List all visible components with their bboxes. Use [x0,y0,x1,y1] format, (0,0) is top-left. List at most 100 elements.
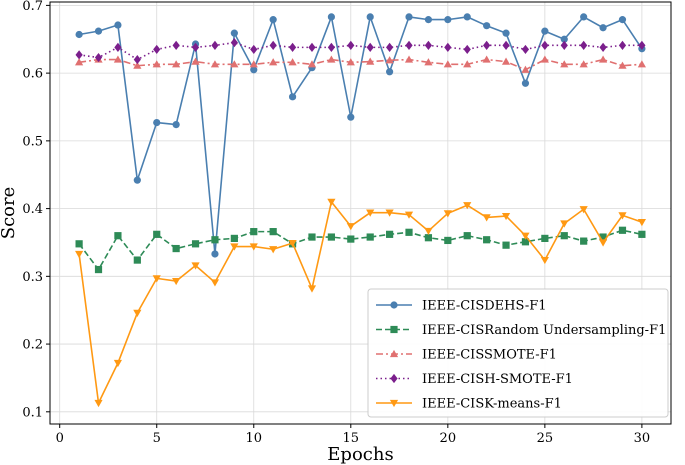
data-point [540,256,549,265]
data-point [405,40,413,50]
series-line [78,16,643,255]
data-point [444,42,452,52]
data-point [366,233,374,241]
data-point [580,237,588,245]
legend-label: IEEE-CISRandom Undersampling-F1 [422,323,666,338]
data-point [386,42,394,52]
x-tick-label: 10 [245,431,262,446]
data-point [366,42,374,52]
x-tick-label: 5 [153,431,161,446]
data-point [404,211,414,219]
x-tick-label: 15 [343,431,360,446]
data-point [172,60,181,68]
data-point [75,58,84,66]
data-point [172,40,180,50]
x-tick-label: 20 [440,431,457,446]
data-point [152,275,161,283]
data-point [618,61,627,69]
data-point [501,57,511,65]
data-point [211,40,219,50]
data-point [133,256,141,264]
data-point [638,230,646,238]
y-tick-label: 0.1 [22,405,43,420]
data-point [579,206,588,214]
data-point [579,60,588,68]
data-point [133,54,141,65]
legend-label: IEEE-CISH-SMOTE-F1 [422,372,573,387]
y-tick-label: 0.5 [22,134,43,149]
data-point [230,60,239,68]
data-point [288,240,297,248]
data-point [618,212,627,220]
data-point [599,233,607,241]
data-point [444,16,452,24]
data-point [133,309,142,318]
data-point [191,262,200,270]
data-point [599,42,607,52]
legend-label: IEEE-CISSMOTE-F1 [422,348,557,363]
y-tick-label: 0.3 [22,270,43,285]
series-group [75,226,646,274]
data-point [230,243,239,251]
data-point [502,40,510,50]
data-point [618,40,627,50]
data-point [424,40,433,50]
data-point [249,243,258,251]
data-point [288,93,297,101]
data-point [327,233,335,241]
data-point [541,27,549,35]
data-point [463,202,472,210]
data-point [541,234,549,243]
data-point [560,40,568,50]
data-point [153,118,161,127]
data-point [598,55,608,63]
data-point [637,219,646,227]
axis-ticks: 0 5 10 15 20 25 30 0.1 0.2 0.3 0.4 0.5 0.6 0.7 [22,0,650,446]
data-point [540,55,549,63]
data-point [560,232,568,240]
data-point [153,230,161,238]
data-point [210,279,220,287]
data-point [463,44,471,55]
data-point [463,232,471,240]
data-point [404,55,414,63]
data-point [618,226,627,234]
data-point [250,228,258,236]
series-line [78,41,642,61]
data-point [307,60,317,68]
data-point [366,57,375,65]
data-point [521,232,530,240]
data-point [249,60,258,68]
x-tick-label: 0 [56,431,64,446]
data-point [521,238,530,246]
legend-marker [390,325,398,334]
data-point [250,66,258,74]
data-point [424,16,433,24]
y-tick-label: 0.6 [22,67,43,82]
data-point [327,55,336,63]
data-point [560,220,569,228]
y-tick-label: 0.4 [22,202,43,217]
data-point [288,58,297,66]
data-point [211,250,219,258]
data-point [424,58,433,66]
data-point [94,52,103,63]
y-axis-label: Score [0,187,19,240]
data-point [75,30,83,39]
data-point [191,240,200,248]
legend: IEEE-CISDEHS-F1 IEEE-CISRandom Undersampl… [367,288,669,418]
data-point [75,250,84,259]
x-tick-label: 30 [634,431,651,446]
data-point [347,235,355,243]
series-group [75,38,646,65]
data-point [113,55,123,63]
legend-marker [389,349,399,358]
data-point [501,212,511,221]
data-point [560,60,569,68]
data-point [327,198,336,206]
series-group [75,198,646,408]
data-point [113,359,123,368]
data-point [347,113,355,121]
data-point [521,44,530,55]
data-point [580,13,588,21]
